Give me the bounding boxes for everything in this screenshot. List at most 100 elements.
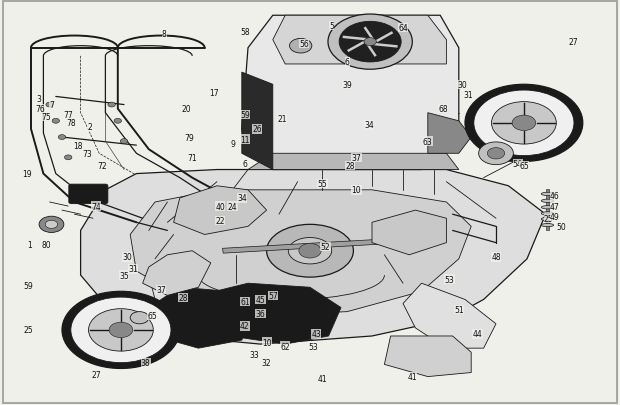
Text: 76: 76 — [35, 105, 45, 114]
Ellipse shape — [288, 238, 332, 264]
Text: 58: 58 — [240, 28, 250, 37]
Text: 33: 33 — [249, 350, 259, 359]
Circle shape — [120, 139, 128, 144]
Text: 53: 53 — [445, 275, 454, 284]
Circle shape — [339, 22, 401, 63]
Text: 6: 6 — [242, 160, 247, 168]
Circle shape — [89, 309, 153, 351]
Text: 24: 24 — [228, 202, 237, 211]
Text: 35: 35 — [119, 271, 129, 280]
Polygon shape — [273, 16, 446, 65]
Circle shape — [45, 221, 58, 229]
Text: 59: 59 — [240, 111, 250, 120]
Circle shape — [130, 312, 149, 324]
Text: 79: 79 — [184, 133, 194, 142]
Circle shape — [492, 102, 556, 145]
Text: 52: 52 — [321, 243, 330, 252]
Text: 11: 11 — [240, 135, 250, 144]
Text: 5: 5 — [329, 22, 334, 31]
Text: 65: 65 — [519, 162, 529, 171]
Polygon shape — [384, 336, 471, 377]
Circle shape — [479, 143, 513, 165]
Text: 55: 55 — [317, 180, 327, 189]
Ellipse shape — [541, 206, 554, 209]
Text: 64: 64 — [398, 24, 408, 33]
Text: 54: 54 — [513, 160, 523, 168]
Circle shape — [46, 103, 53, 108]
Text: 3: 3 — [37, 95, 42, 104]
Text: 38: 38 — [141, 358, 151, 367]
Circle shape — [290, 39, 312, 54]
Circle shape — [328, 15, 412, 70]
Text: 25: 25 — [23, 326, 33, 335]
Circle shape — [71, 297, 171, 363]
Circle shape — [465, 85, 583, 162]
Text: 25: 25 — [544, 214, 554, 223]
Text: 31: 31 — [463, 91, 473, 100]
Text: 6: 6 — [345, 58, 350, 67]
Text: 7: 7 — [49, 101, 54, 110]
Text: 65: 65 — [147, 311, 157, 320]
Text: 37: 37 — [352, 153, 361, 162]
Polygon shape — [186, 284, 341, 344]
Text: 71: 71 — [187, 153, 197, 162]
Ellipse shape — [541, 193, 554, 196]
Polygon shape — [248, 154, 459, 170]
Text: 19: 19 — [22, 170, 32, 179]
Bar — [223, 239, 396, 254]
Text: 50: 50 — [556, 222, 566, 231]
Text: 43: 43 — [311, 330, 321, 339]
Text: 41: 41 — [317, 374, 327, 383]
Polygon shape — [372, 211, 446, 255]
Text: 21: 21 — [277, 115, 287, 124]
Circle shape — [114, 119, 122, 124]
Text: 37: 37 — [156, 285, 166, 294]
Circle shape — [487, 148, 505, 160]
Circle shape — [64, 156, 72, 160]
Polygon shape — [242, 16, 459, 170]
Text: 41: 41 — [407, 372, 417, 381]
Ellipse shape — [541, 218, 554, 221]
Polygon shape — [81, 170, 546, 344]
Text: 36: 36 — [255, 309, 265, 318]
Text: 9: 9 — [230, 139, 235, 148]
Circle shape — [364, 38, 376, 47]
Text: 44: 44 — [472, 330, 482, 339]
Circle shape — [58, 135, 66, 140]
Text: 1: 1 — [27, 241, 32, 249]
Circle shape — [62, 292, 180, 369]
Text: 40: 40 — [215, 202, 225, 211]
FancyBboxPatch shape — [69, 185, 108, 204]
Text: 28: 28 — [345, 162, 355, 171]
Text: 31: 31 — [128, 265, 138, 274]
Text: 61: 61 — [240, 297, 250, 306]
Text: 22: 22 — [215, 216, 225, 225]
Ellipse shape — [541, 200, 554, 203]
Text: 56: 56 — [299, 40, 309, 49]
Ellipse shape — [541, 224, 554, 227]
Text: 51: 51 — [454, 305, 464, 314]
Polygon shape — [428, 113, 471, 154]
Text: 30: 30 — [457, 81, 467, 90]
Circle shape — [108, 103, 115, 108]
Text: 62: 62 — [280, 342, 290, 351]
Text: 32: 32 — [262, 358, 272, 367]
Text: 42: 42 — [240, 322, 250, 330]
Ellipse shape — [267, 225, 353, 277]
Circle shape — [39, 217, 64, 233]
Polygon shape — [242, 73, 273, 170]
Text: 27: 27 — [91, 370, 101, 379]
Polygon shape — [143, 251, 211, 296]
Text: 47: 47 — [550, 202, 560, 211]
Circle shape — [109, 322, 133, 338]
Ellipse shape — [541, 212, 554, 215]
Text: 77: 77 — [63, 111, 73, 120]
Text: 57: 57 — [268, 291, 278, 300]
Text: 80: 80 — [42, 241, 51, 249]
Circle shape — [299, 244, 321, 258]
Text: 74: 74 — [91, 202, 101, 211]
Polygon shape — [143, 288, 254, 348]
Text: 2: 2 — [87, 123, 92, 132]
Text: 49: 49 — [550, 212, 560, 221]
Text: 10: 10 — [262, 338, 272, 347]
